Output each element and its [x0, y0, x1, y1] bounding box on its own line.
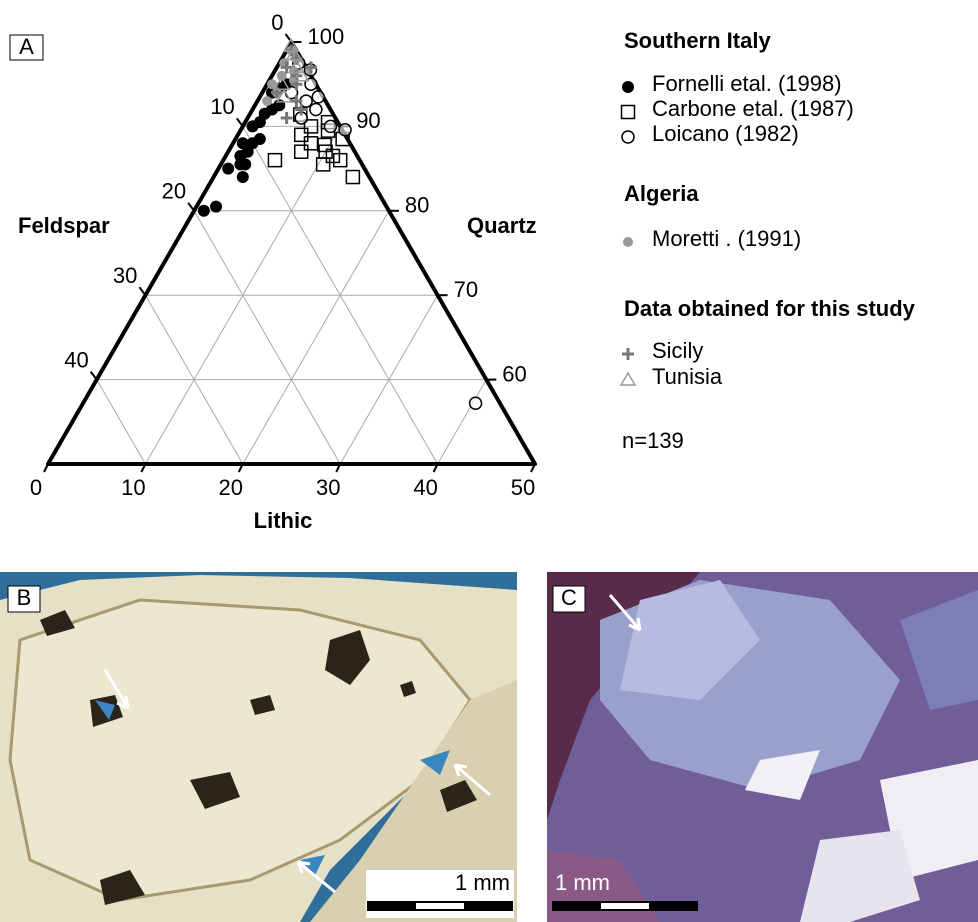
tick-label: 40 — [413, 475, 437, 500]
tick-label: 90 — [356, 108, 380, 133]
tick-label: 20 — [219, 475, 243, 500]
legend-marker — [622, 106, 635, 119]
tick-label: 70 — [454, 277, 478, 302]
legend-label: Sicily — [652, 338, 703, 363]
tick-label: 80 — [405, 193, 429, 218]
ternary-plot: 0 10 20 30 40 100 90 80 70 60 0 10 20 30 40 50 — [30, 10, 535, 500]
scale-bar-segment — [464, 902, 512, 910]
legend-label: Loicano (1982) — [652, 121, 799, 146]
legend-marker — [622, 81, 634, 93]
photo-b — [0, 572, 517, 922]
photo-c — [547, 572, 978, 922]
scale-bar-label: 1 mm — [455, 870, 510, 895]
figure: A B 1 mm — [0, 0, 978, 922]
tick-label: 30 — [316, 475, 340, 500]
data-point — [346, 171, 359, 184]
data-point — [237, 171, 249, 183]
tick-label: 50 — [511, 475, 535, 500]
legend-title: Algeria — [624, 181, 699, 206]
data-point — [312, 91, 324, 103]
grid-line — [438, 380, 487, 464]
legend-title: Southern Italy — [624, 28, 771, 53]
grid-line — [194, 211, 340, 464]
data-point — [239, 158, 251, 170]
tick-mark — [237, 118, 243, 126]
legend-marker — [623, 237, 633, 247]
tick-label: 20 — [162, 179, 186, 204]
tick-label: 100 — [308, 24, 345, 49]
tick-mark — [188, 203, 194, 211]
data-point — [334, 154, 347, 167]
data-point — [304, 137, 317, 150]
panel-label: B — [17, 585, 32, 610]
page: A B 1 mm — [0, 0, 978, 922]
tick-label: 30 — [113, 263, 137, 288]
data-point — [305, 78, 317, 90]
tick-label: 10 — [210, 94, 234, 119]
grid-line — [97, 380, 146, 464]
data-point — [210, 201, 222, 213]
data-point — [470, 397, 482, 409]
data-point — [281, 112, 293, 124]
legend-marker — [621, 373, 635, 385]
data-point — [339, 124, 351, 136]
scale-bar-label: 1 mm — [555, 870, 610, 895]
data-points — [198, 39, 482, 409]
annotation: n=139 — [622, 428, 684, 453]
tick-label: 10 — [121, 475, 145, 500]
data-point — [310, 104, 322, 116]
tick-label: 40 — [64, 347, 88, 372]
data-point — [268, 154, 281, 167]
tick-label: 0 — [271, 10, 283, 35]
scale-bar-segment — [649, 902, 697, 910]
panel-label: A — [19, 34, 34, 59]
triangle-frame — [48, 42, 535, 464]
data-point — [198, 205, 210, 217]
data-point — [295, 145, 308, 158]
scale-bar-segment — [553, 902, 601, 910]
legend-marker — [622, 348, 634, 360]
axis-title: Feldspar — [18, 213, 110, 238]
legend-label: Tunisia — [652, 364, 723, 389]
data-point — [222, 163, 234, 175]
scale-bar-segment — [368, 902, 416, 910]
data-point — [254, 133, 266, 145]
legend-label: Moretti . (1991) — [652, 226, 801, 251]
axis-title: Lithic — [254, 508, 313, 533]
grid-line — [243, 211, 389, 464]
data-point — [262, 96, 272, 106]
tick-mark — [91, 372, 97, 380]
data-point — [295, 128, 308, 141]
legend-label: Carbone etal. (1987) — [652, 96, 854, 121]
data-point — [324, 120, 336, 132]
axis-title: Quartz — [467, 213, 537, 238]
legend-title: Data obtained for this study — [624, 296, 916, 321]
tick-mark — [44, 464, 48, 472]
legend: Southern Italy Fornelli etal. (1998)Carbo… — [621, 28, 916, 389]
tick-label: 60 — [502, 361, 526, 386]
legend-marker — [622, 131, 634, 143]
tick-label: 0 — [30, 475, 42, 500]
panel-label: C — [561, 585, 577, 610]
tick-mark — [139, 287, 145, 295]
data-point — [273, 99, 285, 111]
legend-label: Fornelli etal. (1998) — [652, 71, 842, 96]
